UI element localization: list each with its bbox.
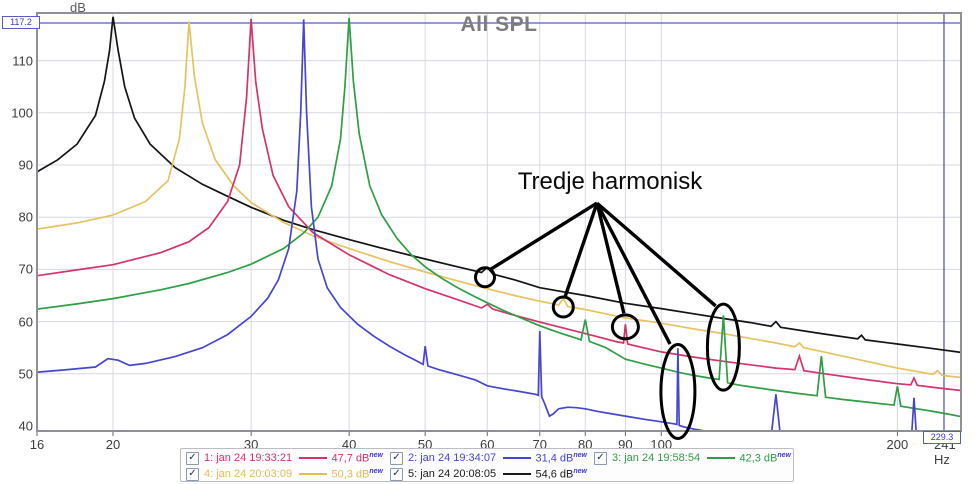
y-tick-label: 40: [18, 418, 33, 434]
y-tick-label: 60: [18, 314, 33, 330]
legend-checkbox-3[interactable]: ✓: [594, 451, 607, 465]
new-badge: new: [369, 467, 383, 475]
annotation-harmonic-circle: [705, 302, 741, 392]
annotation-harmonic-circle: [610, 313, 640, 341]
annotation-harmonic-circle: [659, 343, 697, 441]
y-tick-label: 100: [11, 105, 33, 121]
legend-cursor-value-2: 31,4 dBnew: [535, 451, 587, 465]
x-tick-label: 20: [105, 437, 121, 452]
cursor-frequency-readout: 229.3: [923, 431, 961, 444]
trace-swatch-blue: [499, 457, 535, 459]
y-tick-label: 50: [18, 366, 33, 382]
spl-trace-40hz: [38, 17, 960, 418]
new-badge: new: [369, 451, 383, 459]
spl-trace-20hz: [38, 16, 960, 354]
spl-trace-35hz: [38, 19, 917, 430]
spl-trace-30hz: [38, 18, 960, 392]
annotation-label: Tredje harmonisk: [517, 168, 703, 195]
annotation-pointer-line: [595, 202, 672, 345]
legend-checkbox-1[interactable]: ✓: [186, 451, 199, 465]
x-tick-label: 200: [886, 437, 909, 452]
spl-trace-25hz: [38, 21, 960, 379]
annotation-pointer-line: [595, 202, 626, 314]
y-tick-label: 70: [18, 261, 33, 277]
new-badge: new: [573, 467, 587, 475]
new-badge: new: [573, 451, 587, 459]
new-badge: new: [777, 451, 791, 459]
legend-cursor-value-1: 47,7 dBnew: [331, 451, 383, 465]
legend-checkbox-4[interactable]: ✓: [186, 467, 199, 481]
legend-panel: ✓ 1: jan 24 19:33:21 47,7 dBnew ✓ 4: jan…: [180, 448, 794, 482]
legend-entry-5: ✓ 5: jan 24 20:08:05 54,6 dBnew: [385, 467, 589, 481]
legend-cursor-value-5: 54,6 dBnew: [535, 467, 587, 481]
legend-cursor-value-3: 42,3 dBnew: [739, 451, 791, 465]
x-tick-label: 16: [29, 437, 45, 452]
legend-measurement-label-3[interactable]: 3: jan 24 19:58:54: [612, 452, 701, 464]
trace-swatch-green: [703, 457, 739, 459]
legend-measurement-label-5[interactable]: 5: jan 24 20:08:05: [408, 468, 497, 480]
y-axis-unit-label: dB: [70, 0, 86, 15]
legend-entry-3: ✓ 3: jan 24 19:58:54 42,3 dBnew: [589, 451, 793, 465]
legend-checkbox-2[interactable]: ✓: [390, 451, 403, 465]
trace-swatch-pink: [295, 457, 331, 459]
legend-checkbox-5[interactable]: ✓: [390, 467, 403, 481]
legend-entry-1: ✓ 1: jan 24 19:33:21 47,7 dBnew: [181, 451, 385, 465]
trace-swatch-yellow: [295, 473, 331, 475]
annotation-pointer-line: [595, 201, 717, 308]
annotation-harmonic-circle: [473, 266, 496, 289]
legend-measurement-label-2[interactable]: 2: jan 24 19:34:07: [408, 452, 497, 464]
legend-cursor-value-4: 50,3 dBnew: [331, 467, 383, 481]
trace-swatch-black: [499, 473, 535, 475]
y-tick-label: 110: [12, 53, 33, 69]
chart-title: All SPL: [460, 13, 538, 36]
cursor-db-readout: 117.2: [2, 16, 40, 29]
y-tick-label: 90: [18, 157, 33, 173]
annotation-pointer-line: [488, 201, 598, 272]
legend-entry-2: ✓ 2: jan 24 19:34:07 31,4 dBnew: [385, 451, 589, 465]
legend-entry-4: ✓ 4: jan 24 20:03:09 50,3 dBnew: [181, 467, 385, 481]
traces-group: [38, 16, 960, 430]
legend-measurement-label-1[interactable]: 1: jan 24 19:33:21: [204, 452, 293, 464]
legend-measurement-label-4[interactable]: 4: jan 24 20:03:09: [204, 468, 293, 480]
plot-background: [37, 13, 961, 431]
annotation-harmonic-circle: [551, 295, 575, 319]
y-tick-label: 80: [18, 209, 33, 225]
annotation-pointer-line: [563, 202, 599, 299]
plot-border: [36, 12, 962, 432]
